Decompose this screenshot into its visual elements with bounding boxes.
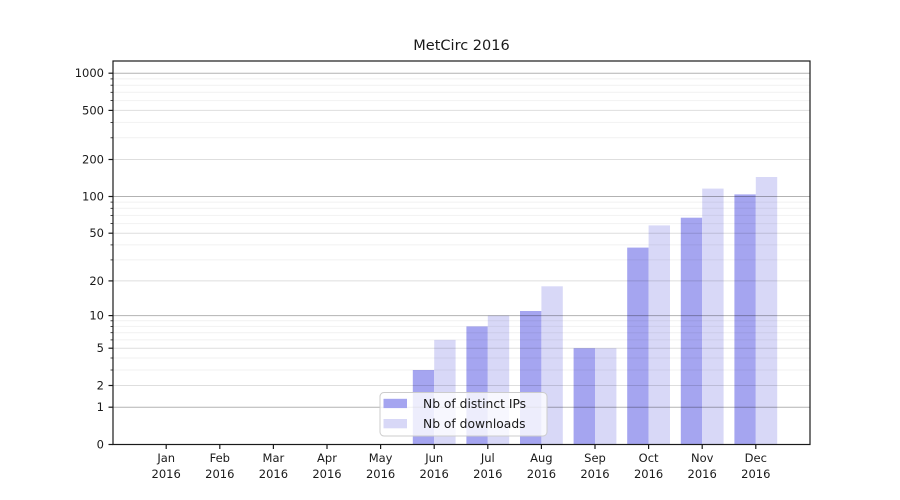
y-axis: 0 1 2 5 10 20 50 100 200 500 1000 [75,66,113,452]
x-tick-year-nov: 2016 [688,467,717,481]
gridlines [113,72,810,408]
bar-distinct-ips-dec [734,194,756,445]
x-tick-label-nov: Nov [691,451,714,465]
x-tick-label-jun: Jun [424,451,443,465]
y-tick-label-2: 2 [97,379,104,393]
y-tick-label-1: 1 [97,400,104,414]
x-tick-year-feb: 2016 [205,467,234,481]
y-tick-label-5: 5 [97,341,104,355]
x-axis: Jan 2016 Feb 2016 Mar 2016 Apr 2016 May 2016 Jun 20… [152,444,770,481]
y-tick-label-100: 100 [82,190,104,204]
y-tick-label-0: 0 [97,438,104,452]
bar-downloads-nov [702,188,724,445]
legend-label-downloads: Nb of downloads [423,417,526,431]
x-tick-year-jul: 2016 [473,467,502,481]
x-tick-label-dec: Dec [745,451,767,465]
y-tick-label-10: 10 [89,309,104,323]
bar-downloads-sep [595,348,617,445]
y-tick-label-500: 500 [82,103,104,117]
bar-downloads-oct [648,225,670,445]
x-tick-year-jun: 2016 [420,467,449,481]
plot-border [112,60,811,446]
legend-swatch-downloads [383,419,407,429]
bars-layer [412,177,778,445]
x-tick-label-apr: Apr [317,451,337,465]
x-tick-label-jan: Jan [156,451,175,465]
x-tick-year-dec: 2016 [741,467,770,481]
legend: Nb of distinct IPs Nb of downloads [379,392,548,437]
bar-distinct-ips-nov [680,217,703,445]
x-tick-label-jul: Jul [480,451,495,465]
x-tick-label-aug: Aug [530,451,552,465]
x-tick-year-apr: 2016 [312,467,341,481]
x-tick-year-aug: 2016 [527,467,556,481]
x-tick-year-jan: 2016 [152,467,181,481]
x-tick-year-sep: 2016 [580,467,609,481]
x-tick-year-mar: 2016 [259,467,288,481]
legend-label-distinct-ips: Nb of distinct IPs [423,397,526,411]
y-tick-label-200: 200 [82,153,104,167]
bar-downloads-dec [755,177,778,445]
bar-distinct-ips-sep [573,348,595,445]
y-tick-label-50: 50 [89,226,104,240]
x-tick-year-may: 2016 [366,467,395,481]
x-tick-label-oct: Oct [639,451,659,465]
legend-swatch-distinct-ips [383,398,407,409]
x-tick-year-oct: 2016 [634,467,663,481]
chart-title: MetCirc 2016 [413,38,509,54]
x-tick-label-sep: Sep [584,451,606,465]
x-tick-label-mar: Mar [263,451,285,465]
y-tick-label-20: 20 [89,274,104,288]
legend-box [379,392,548,437]
x-tick-label-may: May [369,451,393,465]
bar-distinct-ips-oct [627,247,649,445]
y-tick-label-1000: 1000 [75,66,104,80]
x-tick-label-feb: Feb [210,451,230,465]
